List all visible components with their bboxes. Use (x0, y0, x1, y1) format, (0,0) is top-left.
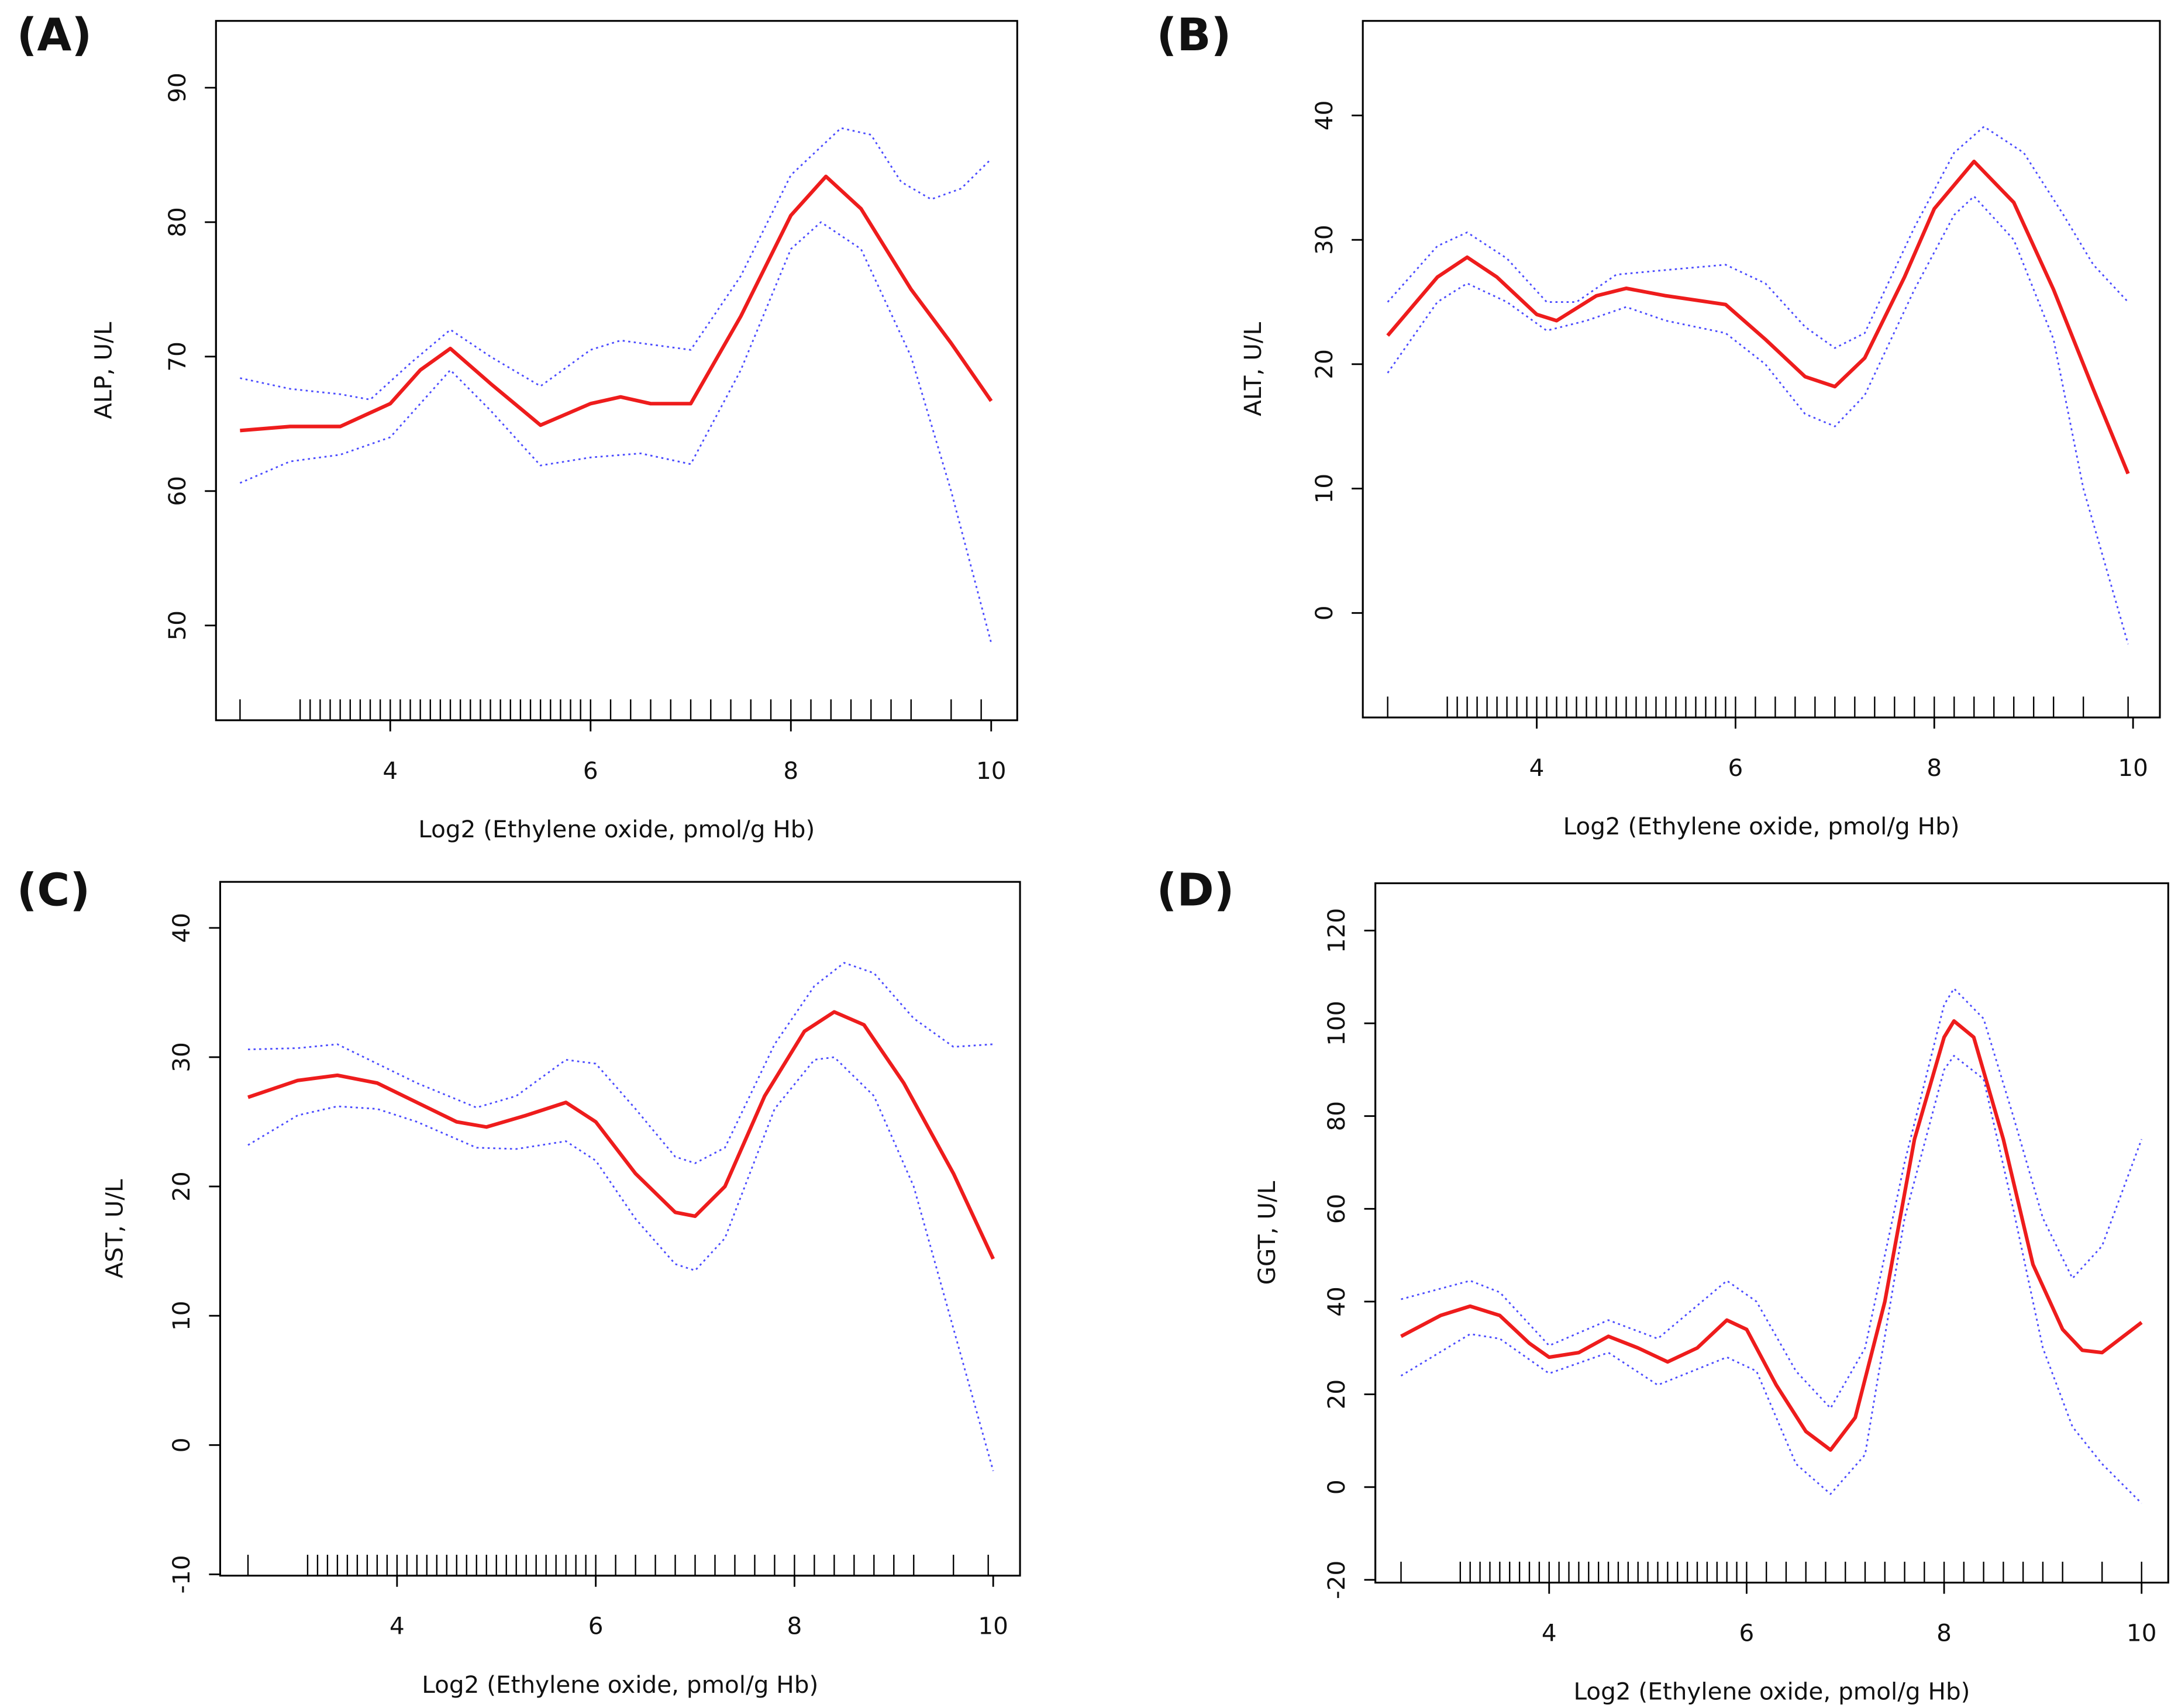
y-tick-label: 100 (1322, 1000, 1350, 1045)
y-axis-title: AST, U/L (101, 1179, 129, 1278)
ci-line (1401, 988, 2143, 1409)
x-tick-label: 4 (1542, 1619, 1557, 1647)
y-tick-label: 20 (1310, 349, 1338, 379)
fit-line (240, 174, 993, 433)
x-axis-title: Log2 (Ethylene oxide, pmol/g Hb) (418, 815, 815, 843)
x-tick-label: 4 (1529, 754, 1545, 782)
ci-line (247, 1056, 994, 1471)
x-tick-label: 10 (2118, 754, 2148, 782)
x-tick-label: 4 (382, 757, 398, 785)
panel: (C) 4 6 8 10 -10 0 10 20 30 40 Log2 (Ethylene oxide… (17, 864, 1021, 1699)
panel-label: (C) (17, 864, 91, 916)
panel: (B) 4 6 8 10 0 10 20 30 40 Log2 (Ethylene oxide, p… (1157, 9, 2161, 840)
y-tick-label: 60 (163, 476, 191, 506)
y-tick-label: 30 (1310, 225, 1338, 255)
x-tick-label: 4 (390, 1612, 405, 1640)
y-tick-label: 0 (1322, 1479, 1350, 1495)
y-tick-label: 10 (167, 1300, 195, 1331)
y-axis-title: ALT, U/L (1239, 322, 1267, 416)
y-tick-label: 20 (1322, 1379, 1350, 1410)
x-tick-label: 10 (2127, 1619, 2157, 1647)
ci-line (1400, 1055, 2142, 1504)
y-tick-label: 50 (163, 610, 191, 641)
x-tick-label: 10 (978, 1612, 1008, 1640)
y-tick-label: 80 (1322, 1101, 1350, 1131)
plot-box (1374, 882, 2169, 1584)
y-tick-label: 40 (167, 913, 195, 943)
x-tick-label: 6 (588, 1612, 604, 1640)
plot-box (215, 20, 1018, 722)
x-tick-label: 10 (976, 757, 1007, 785)
ci-line (247, 962, 994, 1164)
ci-line (1387, 195, 2129, 644)
y-tick-label: 40 (1322, 1286, 1350, 1317)
y-tick-label: 120 (1322, 908, 1350, 953)
plot-box (219, 881, 1021, 1577)
y-tick-label: 0 (1310, 605, 1338, 620)
y-tick-label: 70 (163, 341, 191, 372)
fit-line (1400, 1019, 2143, 1452)
ci-line (1387, 126, 2129, 349)
fit-line (1386, 160, 2130, 475)
panel-label: (D) (1157, 864, 1235, 916)
x-tick-label: 6 (1739, 1619, 1755, 1647)
panel: (A) 4 6 8 10 50 60 70 80 90 Log2 (Ethylene oxide, … (17, 9, 1018, 843)
panel-label: (A) (17, 9, 92, 61)
fit-line (247, 1010, 995, 1260)
y-tick-label: 0 (167, 1437, 195, 1452)
ci-line (239, 221, 992, 643)
y-tick-label: 30 (167, 1042, 195, 1072)
panel-label: (B) (1157, 9, 1232, 61)
y-tick-label: 90 (163, 73, 191, 103)
y-tick-label: 20 (167, 1171, 195, 1202)
y-tick-label: -10 (167, 1555, 195, 1593)
plot-box (1362, 20, 2161, 719)
y-tick-label: 80 (163, 207, 191, 237)
x-tick-label: 6 (1728, 754, 1743, 782)
y-tick-label: 40 (1310, 101, 1338, 131)
x-tick-label: 8 (1927, 754, 1942, 782)
ci-line (240, 127, 992, 401)
y-tick-label: -20 (1322, 1561, 1350, 1599)
x-axis-title: Log2 (Ethylene oxide, pmol/g Hb) (422, 1671, 818, 1699)
panel: (D) 4 6 8 10 -20 0 20 40 60 80 100 120 Log2 (Ethylene… (1157, 864, 2169, 1706)
x-tick-label: 8 (783, 757, 798, 785)
x-axis-title: Log2 (Ethylene oxide, pmol/g Hb) (1563, 812, 1960, 840)
y-tick-label: 10 (1310, 474, 1338, 504)
y-axis-title: GGT, U/L (1253, 1181, 1281, 1285)
y-tick-label: 60 (1322, 1194, 1350, 1224)
x-tick-label: 6 (583, 757, 598, 785)
y-axis-title: ALP, U/L (89, 322, 118, 419)
x-axis-title: Log2 (Ethylene oxide, pmol/g Hb) (1573, 1678, 1970, 1706)
x-tick-label: 8 (787, 1612, 802, 1640)
x-tick-label: 8 (1936, 1619, 1952, 1647)
